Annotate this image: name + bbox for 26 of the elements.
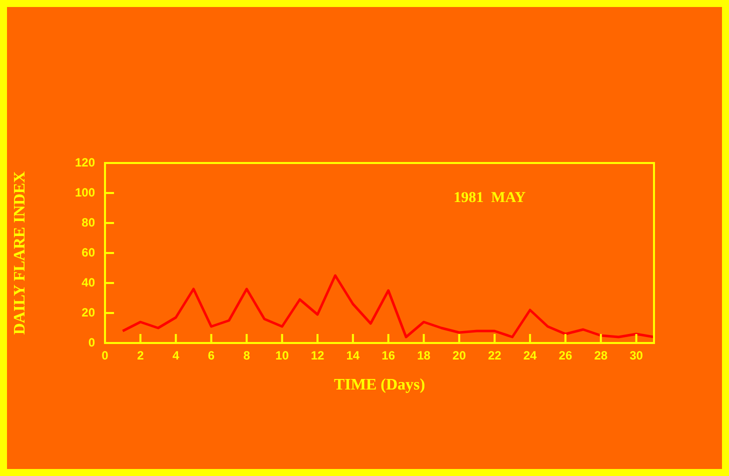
y-tick-label: 100 (74, 185, 96, 200)
x-tick-label: 16 (382, 348, 396, 363)
x-tick-label: 14 (346, 348, 360, 363)
y-axis-title: DAILY FLARE INDEX (12, 170, 29, 335)
x-tick-label: 6 (208, 348, 215, 363)
x-tick-label: 18 (417, 348, 431, 363)
y-tick-label: 0 (88, 335, 96, 350)
x-tick-label: 12 (310, 348, 325, 363)
x-tick-label: 26 (558, 348, 572, 363)
x-tick-label: 10 (275, 348, 290, 363)
y-tick-label: 60 (82, 245, 96, 260)
x-tick-label: 24 (523, 348, 538, 363)
x-axis-title: TIME (Days) (334, 376, 426, 394)
x-tick-label: 8 (243, 348, 250, 363)
y-tick-label: 40 (82, 275, 96, 290)
annotation: 1981 MAY (454, 190, 526, 206)
x-tick-label: 20 (452, 348, 466, 363)
y-tick-label: 20 (82, 305, 96, 320)
x-tick-label: 30 (630, 348, 644, 363)
x-tick-label: 0 (102, 348, 109, 363)
x-tick-label: 4 (172, 348, 180, 363)
x-tick-label: 2 (137, 348, 144, 363)
x-tick-label: 28 (594, 348, 608, 363)
x-tick-label: 22 (488, 348, 502, 363)
y-tick-label: 120 (74, 155, 96, 170)
y-tick-label: 80 (82, 215, 96, 230)
